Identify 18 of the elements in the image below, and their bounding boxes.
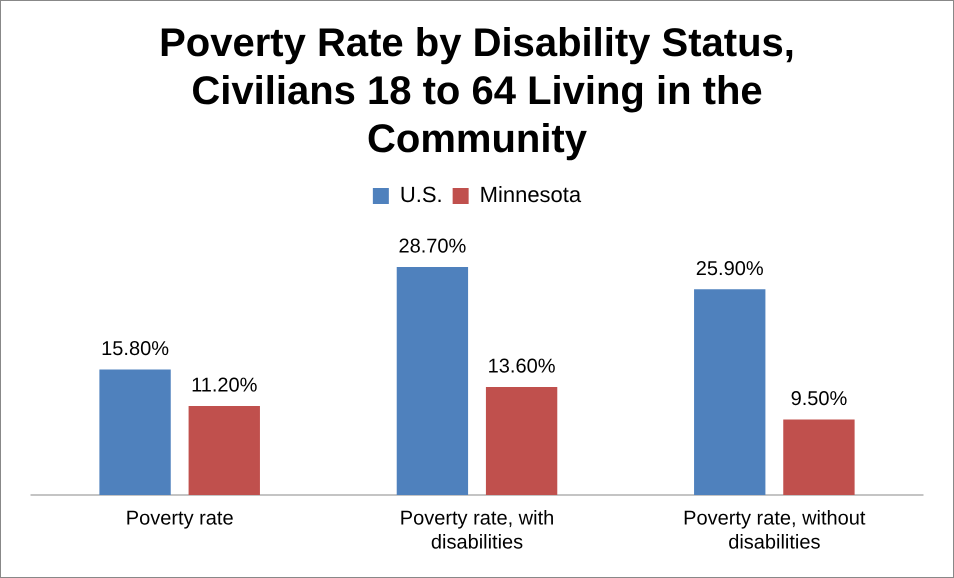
data-label: 15.80% (101, 338, 170, 360)
bar (486, 386, 558, 495)
bar (396, 267, 468, 495)
bar (694, 289, 766, 495)
legend-label: Minnesota (480, 182, 582, 208)
legend-label: U.S. (400, 182, 443, 208)
bar (783, 420, 855, 495)
x-tick-label: Poverty rate, without disabilities (683, 508, 866, 554)
data-label: 25.90% (696, 258, 764, 280)
data-label: 28.70% (398, 236, 467, 258)
chart-title: Poverty Rate by Disability Status, Civilians 18 to 64 Living in the Community (159, 21, 795, 162)
data-label: 11.20% (191, 374, 258, 397)
x-tick-label: Poverty rate (126, 508, 234, 530)
x-tick-label: Poverty rate, with disabilities (400, 508, 554, 554)
data-label: 9.50% (790, 388, 848, 410)
data-label: 13.60% (488, 355, 556, 378)
bar (99, 370, 171, 495)
bar (188, 406, 260, 495)
